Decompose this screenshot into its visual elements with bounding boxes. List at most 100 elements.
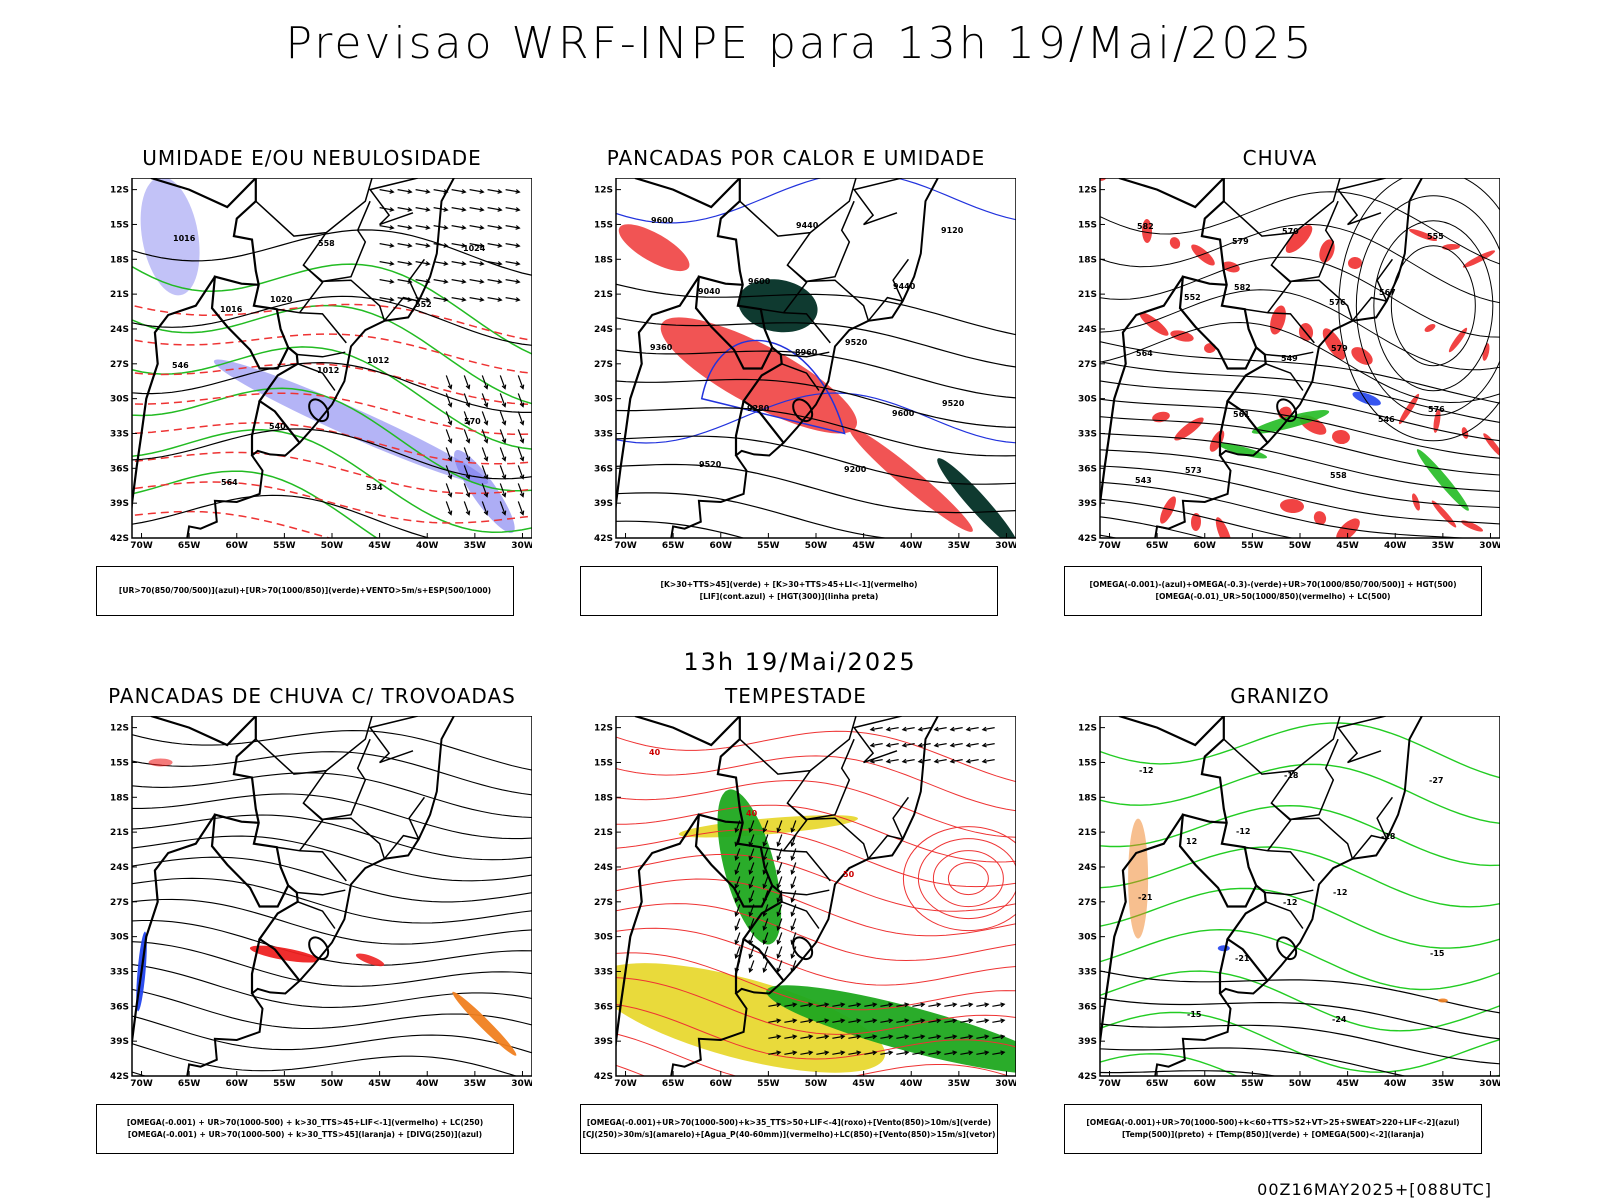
wind-vector (886, 759, 899, 763)
wind-vector (896, 1051, 909, 1055)
contour-label: 9040 (698, 287, 721, 296)
wind-vector (944, 1035, 957, 1039)
contour-label: 576 (1329, 298, 1346, 307)
state-border (781, 363, 820, 391)
wind-vector (734, 855, 740, 861)
wind-vector (763, 960, 769, 972)
country-border (634, 716, 741, 747)
temp850-contour (1100, 1011, 1500, 1073)
wind-vector (735, 904, 741, 916)
wind-vector (848, 1051, 861, 1055)
lat-tick-label: 36S (110, 464, 129, 474)
contour-label: 564 (221, 478, 238, 487)
panel-legend: [OMEGA(-0.001)-(azul)+OMEGA(-0.3)-(verde… (1064, 566, 1482, 616)
hgt-contour (1100, 256, 1500, 338)
wind-vector (982, 759, 995, 763)
wind-vector (912, 1051, 925, 1055)
lat-tick-label: 30S (594, 933, 613, 943)
base-map (132, 178, 456, 538)
lon-tick-label: 55W (273, 1079, 296, 1089)
legend-line: [OMEGA(-0.01)_UR>50(1000/850)(vermelho) … (1155, 592, 1391, 601)
k-tts-area (937, 458, 1016, 538)
wind-vector (501, 492, 507, 498)
wind-vector (749, 946, 755, 958)
wind-vector (856, 1050, 862, 1056)
wind-vector (928, 1035, 941, 1039)
rain-area (1280, 498, 1304, 514)
wind-vector (483, 420, 489, 426)
streamline (132, 772, 532, 819)
country-border (1178, 813, 1258, 908)
wind-vector (519, 438, 525, 444)
contour-label: 558 (1330, 471, 1347, 480)
wind-vector (984, 1034, 990, 1040)
thickness-contour (132, 481, 532, 524)
wind-vector (389, 243, 395, 248)
lat-tick-label: 21S (1078, 828, 1097, 838)
wind-vector (966, 759, 979, 763)
wind-vector (896, 1019, 909, 1023)
state-border (1336, 178, 1386, 226)
wind-vector (968, 1002, 974, 1008)
lon-tick-label: 45W (852, 1079, 875, 1089)
rain-area (1152, 411, 1170, 423)
legend-line: [OMEGA(-0.001)-(azul)+OMEGA(-0.3)-(verde… (1089, 580, 1457, 589)
wind-vector (792, 1018, 798, 1024)
contour-label: -27 (1429, 776, 1443, 785)
wind-vector (501, 510, 507, 516)
lat-tick-label: 33S (110, 967, 129, 977)
wind-vector (968, 1018, 974, 1024)
wind-vector (920, 1018, 926, 1024)
wind-vector (517, 501, 524, 515)
wind-vector (389, 189, 395, 194)
contour-label: 9360 (650, 343, 673, 352)
wind-vector (976, 1035, 989, 1039)
wind-vector (483, 438, 489, 444)
lat-tick-label: 21S (1078, 290, 1097, 300)
wind-vector (487, 225, 502, 229)
wind-vector (447, 492, 453, 498)
wind-vector (469, 225, 484, 229)
wind-vector (397, 243, 412, 247)
wind-vector (848, 1003, 861, 1007)
panel-legend: [OMEGA(-0.001)+UR>70(1000-500)+k<60+TTS>… (1064, 1104, 1482, 1154)
wind-vector (888, 1018, 894, 1024)
wind-vector (497, 189, 503, 194)
wind-vector (777, 932, 783, 944)
wind-vector (856, 1018, 862, 1024)
wind-vector (933, 758, 939, 764)
rain-area (1170, 330, 1194, 342)
wind-vector (415, 207, 430, 211)
legend-line: [OMEGA(-0.001)+UR>70(1000-500)+k>35_TTS>… (586, 1118, 992, 1127)
map-frame (1099, 716, 1500, 1077)
lagoa-dos-patos (792, 936, 814, 961)
rain-area (1462, 250, 1496, 268)
map-layers: 1016 1020 1012 570 564 558 552 546 540 534 1024 101… (132, 178, 532, 538)
wind-vector (784, 1003, 797, 1007)
country-border (232, 178, 301, 444)
lat-tick-label: 27S (594, 360, 613, 370)
wind-vector (505, 225, 520, 229)
streamline (616, 952, 1016, 1011)
wind-vector (848, 1019, 861, 1023)
wind-vector (904, 1050, 910, 1056)
wind-vector (917, 742, 923, 748)
wind-vector (415, 243, 430, 247)
state-border (1244, 264, 1292, 314)
wind-vector (519, 456, 525, 462)
wind-vector (517, 447, 524, 461)
contour-label: 9520 (942, 399, 965, 408)
coastline (670, 178, 940, 538)
state-border (1290, 279, 1354, 322)
wind-vector (869, 726, 875, 732)
temp850-contour (1100, 804, 1500, 867)
wind-vector (872, 1050, 878, 1056)
wind-vector (505, 189, 520, 193)
wind-vector (984, 1050, 990, 1056)
hgt-contour (1100, 223, 1500, 304)
country-border (1118, 716, 1225, 747)
lon-tick-label: 30W (511, 1079, 532, 1089)
wind-vector (465, 474, 471, 480)
wind-vector (749, 848, 755, 860)
state-border (786, 200, 855, 283)
